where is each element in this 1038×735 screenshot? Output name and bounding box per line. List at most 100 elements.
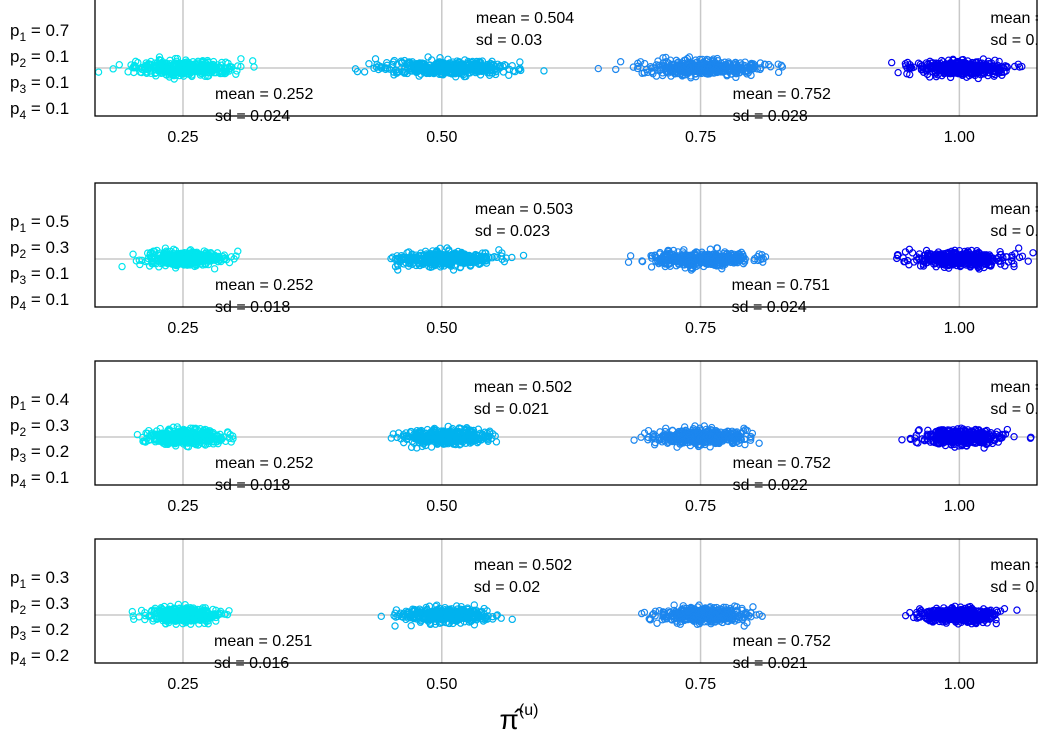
data-point xyxy=(227,253,236,261)
data-point xyxy=(924,426,932,435)
data-point xyxy=(433,438,441,446)
sd-label: sd = 0.024 xyxy=(732,299,807,316)
data-point xyxy=(903,256,912,265)
data-point xyxy=(474,63,483,71)
data-point xyxy=(753,65,762,73)
data-point xyxy=(137,68,146,77)
data-point xyxy=(994,257,1003,265)
data-point xyxy=(414,65,423,74)
data-point xyxy=(237,55,245,63)
data-point xyxy=(887,58,896,67)
data-point xyxy=(179,253,188,262)
data-point xyxy=(970,252,979,260)
data-point xyxy=(148,260,156,268)
data-point xyxy=(725,253,734,262)
data-point xyxy=(980,263,988,272)
data-point xyxy=(678,437,687,446)
data-point xyxy=(913,253,921,261)
data-point xyxy=(963,61,972,69)
data-point xyxy=(392,66,400,74)
data-point xyxy=(478,57,487,65)
data-point xyxy=(198,437,207,445)
x-tick-label: 1.00 xyxy=(944,129,975,146)
data-point xyxy=(692,59,700,67)
data-point xyxy=(741,68,749,76)
series-1-points xyxy=(118,244,242,273)
data-point xyxy=(438,58,447,67)
data-point xyxy=(198,261,207,269)
data-point xyxy=(170,75,178,83)
data-point xyxy=(415,259,423,268)
series-4-points xyxy=(898,424,1035,452)
data-point xyxy=(500,257,509,266)
data-point xyxy=(682,430,691,439)
data-point xyxy=(778,63,787,71)
data-point xyxy=(766,63,775,71)
data-point xyxy=(997,63,1005,71)
data-point xyxy=(153,246,161,255)
data-point xyxy=(205,254,214,263)
data-point xyxy=(511,67,519,76)
data-point xyxy=(906,434,914,443)
data-point xyxy=(433,254,441,263)
data-point xyxy=(968,66,976,74)
data-point xyxy=(594,64,602,73)
data-point xyxy=(183,61,191,69)
data-point xyxy=(497,252,506,260)
data-point xyxy=(941,255,950,264)
data-point xyxy=(143,249,152,257)
data-point xyxy=(997,251,1005,259)
data-point xyxy=(147,431,155,440)
data-point xyxy=(457,255,465,263)
data-point xyxy=(210,265,219,273)
data-point xyxy=(170,71,178,80)
data-point xyxy=(433,433,441,442)
data-point xyxy=(493,253,501,262)
data-point xyxy=(917,65,926,73)
data-point xyxy=(180,65,189,74)
data-point xyxy=(647,263,656,271)
data-point xyxy=(640,59,649,68)
data-point xyxy=(736,436,745,444)
data-point xyxy=(893,251,902,259)
data-point xyxy=(930,66,939,75)
data-point xyxy=(689,424,698,433)
data-point xyxy=(894,68,902,77)
data-point xyxy=(433,250,441,258)
data-point xyxy=(499,68,508,76)
data-point xyxy=(498,249,506,257)
data-point xyxy=(147,57,155,66)
data-point xyxy=(674,63,683,72)
data-point xyxy=(173,253,181,262)
data-point xyxy=(453,63,461,71)
data-point xyxy=(638,257,646,265)
data-point xyxy=(435,70,444,79)
data-point xyxy=(201,428,210,436)
data-point xyxy=(420,429,429,437)
data-point xyxy=(948,258,956,267)
data-point xyxy=(159,259,167,267)
data-point xyxy=(427,443,436,451)
data-point xyxy=(640,68,648,77)
data-point xyxy=(182,64,190,73)
data-point xyxy=(502,254,510,262)
data-point xyxy=(439,431,447,440)
data-point xyxy=(965,71,973,80)
data-point xyxy=(374,65,383,74)
data-point xyxy=(217,433,225,441)
data-point xyxy=(118,262,126,271)
data-point xyxy=(208,429,217,438)
data-point xyxy=(1010,62,1019,71)
data-point xyxy=(612,65,620,74)
data-point xyxy=(161,66,170,74)
data-point xyxy=(420,252,428,260)
data-point xyxy=(616,58,625,66)
data-point xyxy=(431,426,439,434)
data-point xyxy=(207,250,215,258)
data-point xyxy=(932,427,940,436)
data-point xyxy=(177,438,185,446)
data-point xyxy=(735,249,744,258)
data-point xyxy=(399,431,408,439)
